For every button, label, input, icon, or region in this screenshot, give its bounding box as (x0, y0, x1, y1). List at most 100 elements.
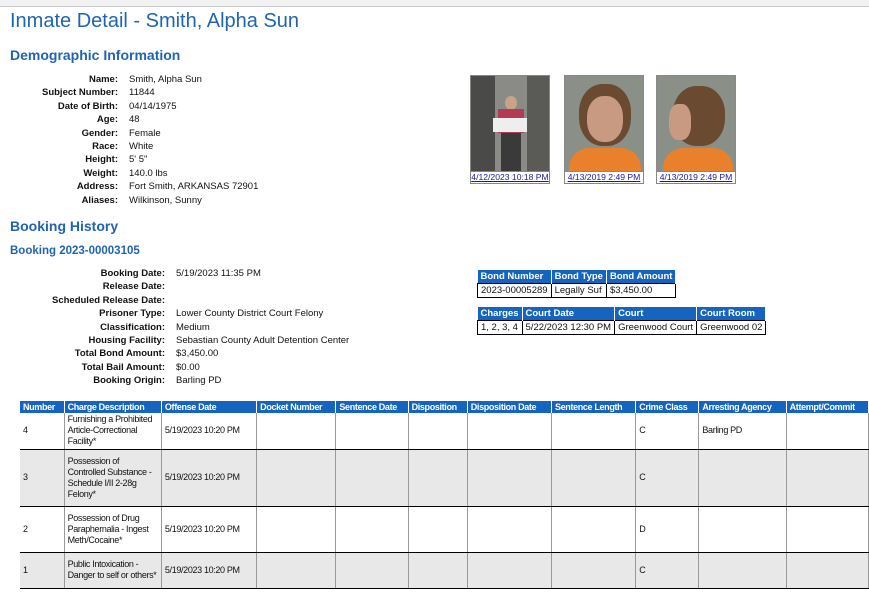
mugshot-profile-image (656, 75, 736, 172)
field-value: 11844 (129, 87, 155, 99)
photo-3-date-link[interactable]: 4/13/2019 2:49 PM (656, 172, 736, 184)
field-value (165, 280, 176, 293)
table-cell (335, 413, 409, 450)
field-value: 5' 5" (129, 154, 148, 166)
column-header[interactable]: Sentence Date (335, 401, 409, 413)
field-value: 140.0 lbs (129, 167, 168, 179)
column-header[interactable]: Sentence Length (551, 401, 637, 413)
field-value: $0.00 (176, 361, 200, 373)
column-header[interactable]: Bond Type (551, 270, 607, 284)
field-label: Address: (76, 181, 118, 193)
field-row: Gender: Female (0, 127, 258, 140)
table-cell: Barling PD (698, 413, 787, 450)
table-cell: 1, 2, 3, 4 (477, 320, 523, 335)
field-value: 5/19/2023 11:35 PM (176, 268, 261, 279)
field-row: Release Date: (0, 280, 349, 293)
mugshot-front-image (564, 75, 644, 172)
field-value: $3,450.00 (176, 348, 219, 360)
table-cell: 3 (20, 449, 65, 507)
field-row: Booking Date: 5/19/2023 11:35 PM (0, 267, 349, 280)
field-value: 48 (129, 114, 140, 126)
field-row: Housing Facility: Sebastian County Adult … (0, 334, 349, 347)
table-cell: Legally Suf (550, 283, 607, 298)
table-cell: Greenwood Court (614, 320, 698, 335)
table-cell (335, 449, 409, 507)
table-cell (256, 413, 337, 450)
field-row: Aliases: Wilkinson, Sunny (0, 194, 258, 207)
field-row: Weight: 140.0 lbs (0, 167, 258, 180)
table-cell (335, 506, 409, 553)
field-row: Scheduled Release Date: (0, 294, 349, 307)
table-cell (467, 449, 553, 507)
field-label: Date of Birth: (57, 100, 118, 112)
field-label: Total Bond Amount: (74, 348, 165, 360)
field-label: Height: (85, 154, 118, 166)
table-cell (786, 449, 869, 507)
column-header[interactable]: Crime Class (635, 401, 700, 413)
column-header[interactable]: Court Date (522, 307, 616, 321)
photo-1-date-link[interactable]: 4/12/2023 10:18 PM (470, 172, 550, 184)
column-header[interactable]: Bond Number (477, 270, 552, 284)
column-header[interactable]: Arresting Agency (698, 401, 787, 413)
column-header[interactable]: Charges (477, 307, 523, 321)
mugshot-full-body-image (470, 75, 550, 172)
field-value: Barling PD (176, 375, 222, 387)
charges-table: Number Charge Description Offense Date Dock… (20, 401, 869, 589)
field-label: Age: (96, 114, 118, 126)
column-header[interactable]: Number (20, 401, 65, 413)
column-header[interactable]: Disposition Date (467, 401, 553, 413)
column-header[interactable]: Docket Number (256, 401, 337, 413)
table-cell: C (635, 413, 700, 450)
field-value: Wilkinson, Sunny (129, 194, 202, 206)
column-header[interactable]: Charge Description (64, 401, 162, 413)
field-row: Address: Fort Smith, ARKANSAS 72901 (0, 180, 259, 193)
field-label: Release Date: (102, 281, 165, 293)
table-cell: 4 (20, 413, 65, 450)
field-label: Gender: (81, 127, 118, 139)
photo-2-date-link[interactable]: 4/13/2019 2:49 PM (564, 172, 644, 184)
field-label: Aliases: (81, 194, 118, 206)
table-cell (408, 552, 468, 589)
table-cell: C (635, 552, 700, 589)
column-header[interactable]: Offense Date (161, 401, 258, 413)
field-row: Total Bail Amount: $0.00 (0, 361, 349, 374)
bond-table: Bond Number Bond Type Bond Amount 2023-0000… (477, 270, 677, 298)
table-row: 1 Public Intoxication - Danger to self or… (20, 552, 869, 589)
table-cell: 5/19/2023 10:20 PM (161, 413, 258, 450)
field-label: Subject Number: (41, 87, 118, 99)
field-row: Total Bond Amount: $3,450.00 (0, 347, 349, 360)
table-cell: 2 (20, 506, 65, 553)
table-cell (467, 506, 553, 553)
booking-title: Booking 2023-00003105 (10, 245, 140, 257)
table-cell (551, 506, 637, 553)
table-cell: 5/22/2023 12:30 PM (521, 320, 616, 335)
table-cell (698, 506, 787, 553)
column-header[interactable]: Court Room (696, 307, 767, 321)
column-header[interactable]: Attempt/Commit (786, 401, 869, 413)
demographic-fields: Name: Smith, Alpha Sun Subject Number: 1184… (0, 73, 258, 207)
table-cell (408, 506, 468, 553)
table-cell: Possession of Drug Paraphernalia - Inges… (64, 506, 162, 553)
table-cell (335, 552, 409, 589)
court-table: Charges Court Date Court Court Room 1, 2, 3,… (477, 307, 767, 335)
field-label: Total Bail Amount: (81, 361, 165, 373)
table-cell (551, 413, 637, 450)
page-title: Inmate Detail - Smith, Alpha Sun (10, 10, 300, 32)
browser-top-bar (0, 0, 869, 7)
header-row: Charges Court Date Court Court Room (477, 307, 767, 321)
table-row: 3 Possession of Controlled Substance - Sc… (20, 449, 869, 507)
table-cell: Public Intoxication - Danger to self or … (64, 552, 162, 589)
table-cell (698, 552, 787, 589)
field-label: Booking Origin: (93, 375, 165, 387)
field-row: Prisoner Type: Lower County District Cour… (0, 307, 349, 320)
field-value: Smith, Alpha Sun (129, 74, 202, 85)
column-header[interactable]: Bond Amount (606, 270, 677, 284)
field-value: Sebastian County Adult Detention Center (176, 334, 350, 346)
field-row: Subject Number: 11844 (0, 86, 258, 99)
field-value: Fort Smith, ARKANSAS 72901 (129, 181, 259, 193)
field-row: Booking Origin: Barling PD (0, 374, 349, 387)
field-value (165, 294, 176, 307)
column-header[interactable]: Court (614, 307, 698, 321)
column-header[interactable]: Disposition (408, 401, 468, 413)
field-value: Medium (176, 321, 210, 333)
